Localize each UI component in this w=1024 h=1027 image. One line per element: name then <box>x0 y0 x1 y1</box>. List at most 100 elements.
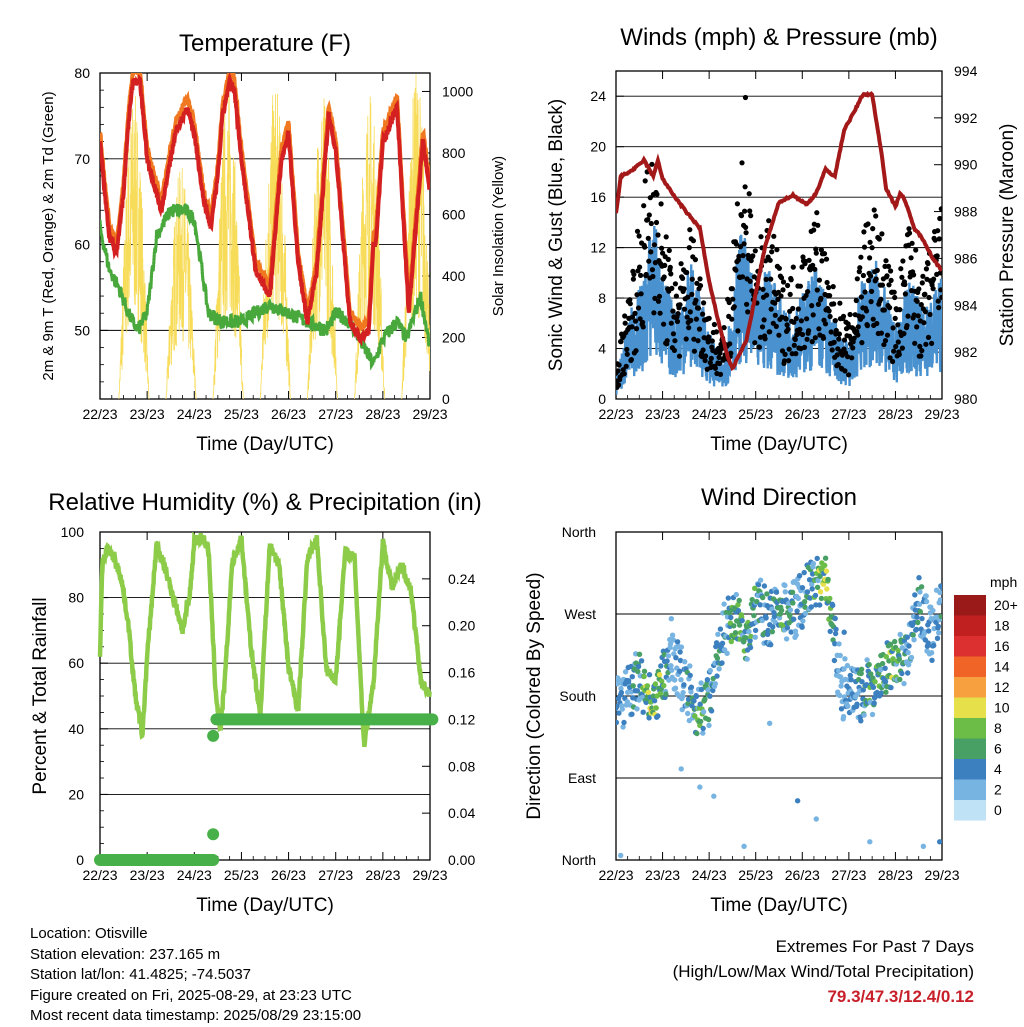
gust-point <box>867 255 873 261</box>
gust-point <box>812 335 818 341</box>
gust-point <box>826 308 832 314</box>
gust-point <box>784 322 790 328</box>
direction-point <box>698 686 705 693</box>
direction-point <box>616 719 620 726</box>
gust-point <box>635 305 642 311</box>
gust-point <box>655 232 661 238</box>
speed-legend-swatch <box>954 677 986 698</box>
temperature-ytick-label: 70 <box>74 151 90 167</box>
direction-point <box>698 680 704 686</box>
gust-point <box>785 326 791 332</box>
gust-point <box>691 348 698 354</box>
gust-point <box>902 291 909 297</box>
gust-point <box>842 368 848 374</box>
gust-point <box>778 293 784 299</box>
gust-point <box>660 250 666 256</box>
gust-point <box>749 288 755 294</box>
gust-point <box>888 277 894 283</box>
direction-point <box>860 687 866 693</box>
direction-point <box>630 683 636 689</box>
winds-panel: 22/23 23/23 24/23 25/23 26/23 27/23 28/23 29/23… <box>546 24 1018 455</box>
gust-point <box>868 273 874 279</box>
direction-point <box>890 656 896 662</box>
gust-point <box>769 249 775 255</box>
gust-point <box>655 298 662 304</box>
direction-xtick-label: 25/23 <box>738 867 773 883</box>
gust-point <box>853 297 859 304</box>
gust-point <box>899 345 906 351</box>
gust-point <box>776 332 782 338</box>
gust-point <box>858 254 864 260</box>
gust-point <box>767 329 773 335</box>
gust-point <box>774 247 780 253</box>
gust-point <box>738 213 745 219</box>
direction-point <box>761 583 768 589</box>
gust-point <box>869 288 875 294</box>
direction-point <box>700 730 706 736</box>
gust-point <box>661 321 667 327</box>
gust-point <box>621 371 627 377</box>
direction-point <box>919 615 925 622</box>
gust-point <box>813 246 819 252</box>
direction-point <box>752 627 759 634</box>
direction-point <box>882 665 888 671</box>
gust-point <box>878 296 884 302</box>
direction-point <box>871 700 877 706</box>
gust-point <box>668 320 674 326</box>
gust-point <box>906 230 913 236</box>
direction-point <box>656 672 663 678</box>
direction-point-outlier <box>794 798 801 804</box>
direction-point <box>841 666 847 672</box>
gust-point <box>891 348 897 354</box>
gust-point <box>883 258 889 264</box>
direction-point <box>883 654 889 660</box>
direction-point <box>688 689 694 695</box>
direction-point <box>770 624 776 630</box>
gust-point <box>935 228 941 234</box>
temperature-y2label: Solar Insolation (Yellow) <box>490 156 507 316</box>
direction-point <box>887 641 894 647</box>
direction-point <box>714 655 721 661</box>
direction-point <box>914 614 920 620</box>
winds-y2tick-label: 986 <box>954 250 978 266</box>
gust-point <box>640 319 646 325</box>
gust-point <box>896 351 902 358</box>
direction-point <box>791 616 797 622</box>
gust-point <box>697 276 703 282</box>
direction-point <box>707 693 713 699</box>
direction-xtick-label: 23/23 <box>645 867 680 883</box>
gust-point <box>667 264 673 270</box>
gust-point <box>816 326 822 332</box>
gust-point <box>628 357 635 363</box>
gust-point <box>899 274 905 280</box>
rh-series <box>97 532 432 748</box>
gust-point <box>711 321 718 328</box>
gust-point <box>831 339 837 345</box>
temperature-ytick-label: 50 <box>74 322 90 338</box>
direction-point <box>691 698 697 704</box>
direction-point <box>872 679 878 685</box>
gust-point <box>658 201 664 207</box>
direction-point <box>685 710 691 717</box>
gust-point <box>759 324 766 330</box>
gust-point <box>870 226 876 232</box>
gust-point <box>890 325 896 331</box>
gust-point <box>781 358 788 364</box>
winds-y2tick-label: 982 <box>954 344 978 360</box>
direction-point <box>866 661 872 668</box>
gust-point <box>693 316 700 322</box>
direction-point <box>719 640 726 646</box>
gust-point <box>634 292 640 298</box>
direction-point <box>640 709 646 715</box>
gust-point <box>744 301 750 307</box>
speed-legend-swatch <box>954 595 986 616</box>
gust-point <box>616 368 621 374</box>
direction-xtick-label: 29/23 <box>924 867 959 883</box>
direction-ytick-label: South <box>559 688 596 704</box>
direction-point <box>715 631 721 637</box>
gust-point <box>616 382 622 388</box>
gust-point <box>624 346 630 353</box>
gust-point <box>855 332 861 338</box>
direction-point <box>930 607 936 614</box>
gust-point <box>900 258 906 264</box>
